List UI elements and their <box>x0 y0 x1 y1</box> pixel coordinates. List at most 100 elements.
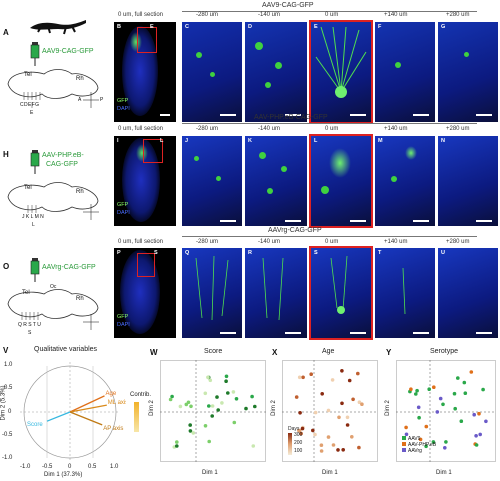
col-label-0-2: 0 um <box>325 126 339 132</box>
scatter-point <box>299 431 303 436</box>
col-label-m280-2: -280 um <box>196 126 219 132</box>
scatter-point <box>474 434 478 438</box>
pca-ytick-2: 0 <box>8 409 12 415</box>
age-legend-200: 200 <box>294 440 303 446</box>
brain-rh-2: Rh <box>76 189 84 195</box>
pca-xtick-4: 1.0 <box>110 464 119 470</box>
scatter-point <box>341 448 345 452</box>
vector-label-phpeb-1: AAV-PHP.eB- <box>42 152 84 159</box>
scatter-w <box>160 360 266 462</box>
panel-label-w: W <box>150 348 158 357</box>
scatter-point <box>297 428 301 433</box>
legend-dot-aav9 <box>402 436 406 440</box>
compass-p-1: P <box>100 97 104 103</box>
contrib-label: Contrib. <box>130 392 152 398</box>
age-legend-title: Days <box>288 426 300 432</box>
scatter-point <box>216 408 220 412</box>
col-label-p140-1: +140 um <box>384 12 408 18</box>
scatter-point <box>427 387 431 391</box>
micro-image-d <box>245 22 307 122</box>
scatter-point <box>477 411 481 416</box>
col-label-p280-1: +280 um <box>446 12 470 18</box>
legend-aav9: AAV9 <box>408 436 421 442</box>
col-label-m140-3: -140 um <box>258 239 281 245</box>
pca-xtick-3: 0.5 <box>88 464 97 470</box>
scatter-point <box>345 423 350 427</box>
micro-image-b <box>114 22 176 122</box>
scatter-point <box>340 369 344 373</box>
pca-xtick-1: -0.5 <box>42 464 53 470</box>
scatter-point <box>340 401 344 406</box>
panel-label-k: K <box>248 138 252 144</box>
panel-label-n: N <box>441 138 445 144</box>
scatter-point <box>244 406 248 411</box>
salamander-icon <box>30 20 86 35</box>
scatter-point <box>350 435 354 439</box>
brain-schematic-1 <box>7 69 99 108</box>
stain-gfp-i: GFP <box>117 202 129 208</box>
scatter-point <box>456 376 460 380</box>
panel-label-a: A <box>3 28 9 37</box>
scatter-point <box>438 396 443 401</box>
scatter-point <box>331 443 336 447</box>
panel-label-q: Q <box>185 250 190 256</box>
micro-image-c <box>182 22 242 122</box>
stain-gfp-b: GFP <box>117 98 129 104</box>
panel-label-o: O <box>3 262 10 271</box>
syringe-icon <box>30 42 40 66</box>
scatter-point <box>459 419 464 423</box>
scatter-point <box>207 404 211 408</box>
panel-label-m: M <box>378 138 383 144</box>
col-label-p140-2: +140 um <box>384 126 408 132</box>
scatter-point <box>224 374 229 379</box>
scatter-y-ylabel: Dim 2 <box>384 400 391 416</box>
panel-label-v: V <box>3 346 9 355</box>
scatter-w-xlabel: Dim 1 <box>202 470 218 476</box>
scatter-point <box>309 372 313 376</box>
col-label-m140-1: -140 um <box>258 12 281 18</box>
scatter-point <box>356 371 360 376</box>
compass-icon-2 <box>83 204 99 220</box>
stain-dapi-p: DAPI <box>117 322 130 328</box>
scatter-point <box>168 397 173 402</box>
pca-vector-label: Age <box>106 391 117 397</box>
legend-dot-phpeb <box>402 442 406 446</box>
scatter-point <box>414 392 418 396</box>
pca-circle-plot: Age ML axis AP axis Score <box>20 362 126 462</box>
micro-image-g <box>438 22 498 122</box>
scatter-point <box>337 415 341 420</box>
stain-gfp-p: GFP <box>117 314 129 320</box>
scatter-point <box>232 420 237 425</box>
pca-vector-ml-axis <box>69 404 107 413</box>
schematic-e-1: E <box>30 110 34 116</box>
age-legend-100: 100 <box>294 448 303 454</box>
col-label-m280-1: -280 um <box>196 12 219 18</box>
scatter-point <box>326 435 331 439</box>
scatter-point <box>226 391 230 395</box>
scatter-point <box>453 406 457 411</box>
age-legend-300: 300 <box>294 432 303 438</box>
panel-label-c: C <box>185 24 189 30</box>
scatter-point <box>360 402 364 406</box>
panel-label-s: S <box>314 250 318 256</box>
col-label-p140-3: +140 um <box>384 239 408 245</box>
contrib-colorbar <box>134 402 139 432</box>
row3-header: AAVrg-CAG-GFP <box>268 227 322 234</box>
col-label-full-3: 0 um, full section <box>118 239 164 245</box>
scatter-point <box>186 400 191 405</box>
scatter-point <box>301 375 305 380</box>
stain-dapi-b: DAPI <box>117 106 130 112</box>
pca-xlabel: Dim 1 (37.3%) <box>44 472 83 478</box>
scatter-point <box>294 395 299 399</box>
compass-icon-1 <box>83 92 99 108</box>
pca-ytick-3: -0.5 <box>2 432 13 438</box>
legend-phpeb: AAV-PHP.eB <box>408 442 437 448</box>
scatter-point <box>472 412 476 417</box>
micro-image-m <box>375 136 435 226</box>
scatter-point <box>452 391 457 396</box>
micro-image-u <box>438 248 498 338</box>
brain-tel-1: Tel <box>24 72 32 78</box>
brain-schematic-3 <box>7 289 99 320</box>
scatter-w-ylabel: Dim 2 <box>148 400 155 416</box>
brain-tel-3: Tel <box>22 290 30 296</box>
